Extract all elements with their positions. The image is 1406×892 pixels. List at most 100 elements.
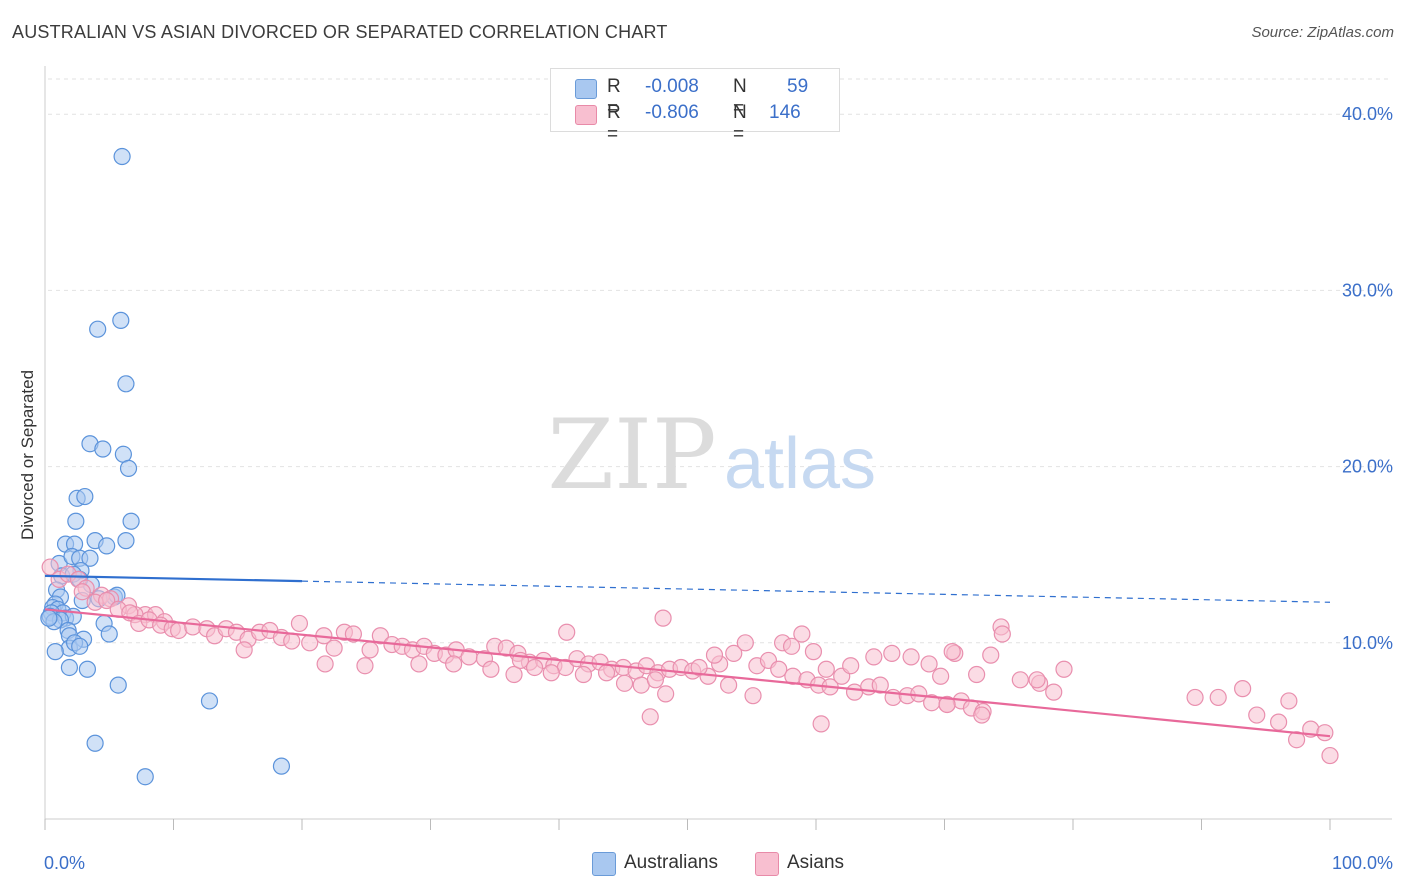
point-asians [782, 637, 801, 655]
y-tick-label: 40.0% [1342, 104, 1393, 124]
point-asians [356, 657, 374, 675]
point-australians [67, 512, 85, 530]
tick-labels: 10.0% 20.0% 30.0% 40.0% 0.0% 100.0% [44, 104, 1393, 873]
point-australians [100, 625, 118, 643]
legend-r-value: -0.008 [645, 76, 699, 97]
point-asians [371, 627, 389, 645]
trend-line-australians [44, 574, 303, 583]
point-asians [283, 632, 301, 650]
point-asians [301, 634, 319, 652]
point-australians [60, 658, 79, 677]
point-asians [770, 660, 788, 678]
point-asians [290, 614, 309, 633]
point-asians [865, 648, 883, 666]
point-asians [184, 618, 202, 636]
point-asians [615, 674, 634, 692]
point-asians [657, 685, 675, 703]
point-australians [89, 320, 107, 338]
point-asians [482, 660, 500, 678]
point-asians [793, 625, 811, 643]
point-asians [982, 646, 1000, 664]
legend-label-australians: Australians [624, 852, 718, 873]
point-asians [1011, 671, 1029, 689]
point-asians [1028, 671, 1046, 689]
y-tick-label: 30.0% [1342, 280, 1393, 300]
point-australians [117, 375, 135, 393]
point-asians [920, 655, 938, 673]
point-asians [871, 676, 889, 694]
source-label: Source: ZipAtlas.com [1251, 24, 1394, 41]
trend-line-asians [44, 608, 1331, 738]
point-asians [1316, 724, 1334, 742]
legend-swatch-australians [575, 79, 597, 99]
point-asians [932, 667, 950, 685]
legend-n-value: 146 [769, 102, 801, 123]
point-australians [119, 459, 138, 477]
correlation-legend: R = -0.008 N = 59 R = -0.806 N = 146 [550, 68, 840, 145]
point-asians [968, 665, 986, 684]
point-asians [1269, 713, 1288, 731]
point-asians [597, 664, 616, 682]
point-asians [505, 665, 523, 684]
point-australians [71, 637, 89, 655]
point-asians [1280, 692, 1298, 710]
x-tick-label: 100.0% [1332, 853, 1393, 873]
point-asians [842, 657, 860, 675]
point-asians [445, 655, 463, 673]
point-asians [817, 660, 835, 678]
point-australians [86, 734, 104, 752]
point-australians [112, 311, 130, 329]
point-australians [94, 440, 112, 458]
y-tick-label: 10.0% [1342, 633, 1393, 653]
trend-lines [44, 574, 1331, 738]
point-asians [558, 623, 576, 641]
point-asians [646, 671, 664, 689]
point-asians [720, 676, 738, 694]
point-asians [812, 715, 830, 733]
point-australians [40, 609, 58, 627]
point-asians [993, 625, 1011, 643]
point-asians [316, 655, 334, 673]
point-asians [170, 621, 188, 640]
point-asians [574, 665, 593, 684]
trend-extension-australians [301, 580, 1331, 603]
point-asians [73, 583, 91, 601]
point-asians [938, 695, 956, 714]
legend-swatch-australians [592, 852, 616, 876]
point-asians [943, 643, 961, 661]
point-asians [1248, 706, 1266, 724]
point-asians [325, 639, 343, 657]
legend-r-label: R = [607, 102, 621, 145]
point-asians [725, 644, 743, 662]
point-asians [1287, 731, 1306, 749]
watermark-zip: ZIP [547, 399, 716, 511]
watermark-atlas: atlas [724, 424, 876, 504]
point-asians [744, 687, 762, 705]
point-australians [46, 643, 64, 661]
grid [48, 78, 1392, 644]
point-asians [1209, 688, 1227, 707]
point-australians [81, 549, 99, 567]
y-tick-label: 20.0% [1342, 457, 1393, 477]
point-australians [272, 757, 291, 775]
point-asians [98, 591, 116, 610]
point-australians [117, 532, 135, 550]
point-australians [76, 487, 94, 506]
chart-title: AUSTRALIAN VS ASIAN DIVORCED OR SEPARATE… [12, 22, 668, 42]
point-australians [98, 537, 116, 555]
point-asians [235, 641, 253, 659]
point-asians [736, 634, 754, 652]
legend-n-value: 59 [787, 76, 809, 97]
point-asians [1055, 660, 1073, 678]
point-asians [883, 644, 901, 662]
point-australians [78, 660, 97, 678]
legend-r-label: R = [607, 76, 621, 119]
point-australians [200, 692, 219, 710]
point-australians [113, 147, 131, 166]
point-asians [1234, 680, 1252, 698]
legend-n-label: N = [733, 76, 747, 119]
point-asians [361, 641, 379, 659]
point-asians [641, 708, 659, 726]
point-asians [654, 609, 672, 627]
